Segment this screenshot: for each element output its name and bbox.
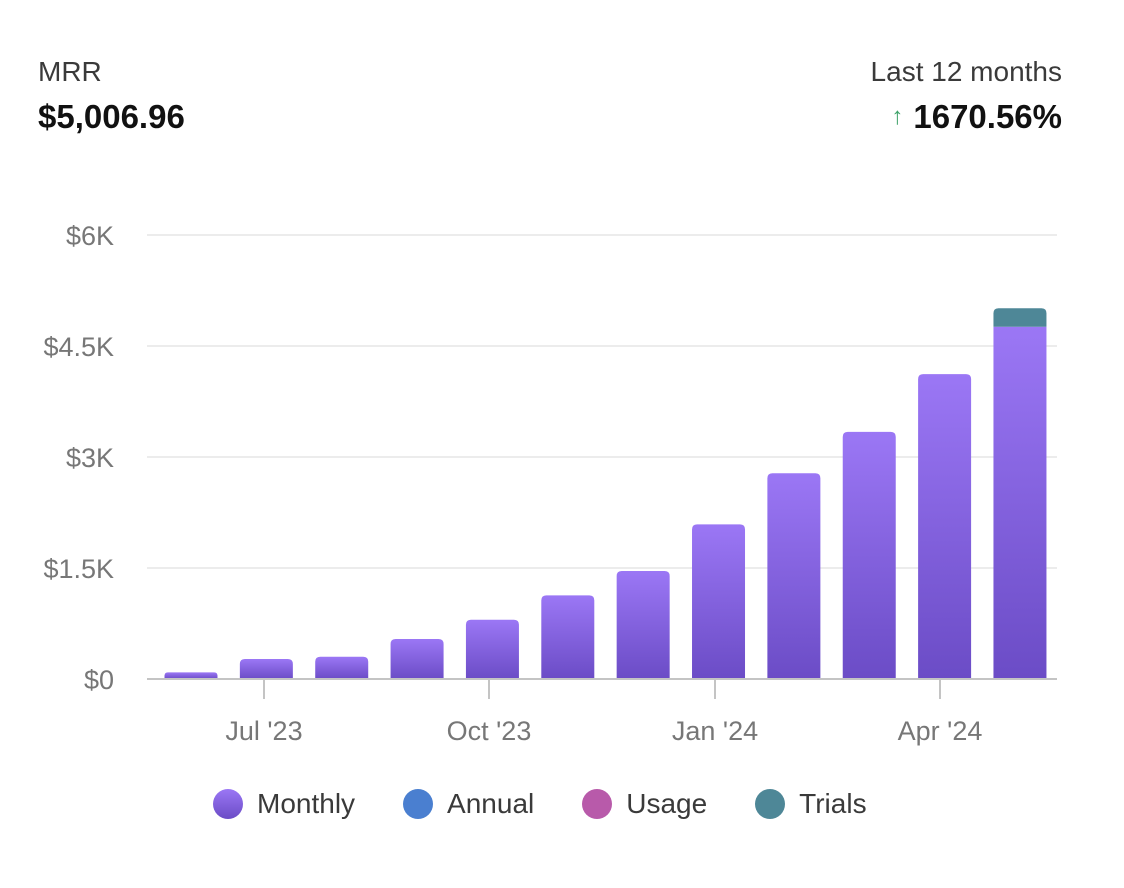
y-tick-label: $6K [66,221,114,251]
legend-dot-monthly [213,789,243,819]
bar-monthly-aug23[interactable] [315,656,369,679]
arrow-up-icon: ↑ [891,103,904,130]
change-indicator: ↑ 1670.56% [891,98,1062,136]
bar-monthly-apr24[interactable] [918,374,972,679]
legend-label-usage: Usage [626,788,708,819]
bar-monthly-jul23[interactable] [239,659,293,679]
bar-trials-may24[interactable] [993,308,1047,327]
legend-dot-annual [403,789,434,819]
grid-lines [147,234,1057,569]
x-axis: Jul '23 Oct '23 Jan '24 Apr '24 [147,678,1057,746]
y-tick-label: $0 [84,665,114,695]
bar-monthly-sep23[interactable] [390,639,444,679]
metric-label: MRR [38,56,102,87]
y-tick-label: $3K [66,443,114,473]
legend-item-monthly[interactable]: Monthly [213,788,355,820]
legend-label-annual: Annual [447,788,535,819]
x-tick-label: Oct '23 [447,716,532,746]
y-tick-label: $4.5K [43,332,114,362]
bar-monthly-may24[interactable] [993,326,1047,679]
y-axis-labels: $0 $1.5K $3K $4.5K $6K [43,221,114,695]
legend-dot-trials [755,789,786,819]
change-value: 1670.56% [913,98,1062,135]
metric-value: $5,006.96 [38,98,185,135]
bar-monthly-feb24[interactable] [767,473,821,679]
bar-monthly-jan24[interactable] [692,524,746,679]
legend-item-trials[interactable]: Trials [755,788,867,820]
bar-monthly-mar24[interactable] [842,431,896,679]
legend-dot-usage [582,789,613,819]
bar-monthly-oct23[interactable] [465,619,519,679]
legend-label-trials: Trials [799,788,867,819]
x-tick-label: Jul '23 [225,716,302,746]
period-label[interactable]: Last 12 months [870,56,1062,87]
legend-item-usage[interactable]: Usage [582,788,707,820]
legend: Monthly Annual Usage Trials [213,788,915,820]
bar-monthly-nov23[interactable] [541,595,595,679]
x-tick-label: Jan '24 [672,716,758,746]
bar-monthly-dec23[interactable] [616,570,670,679]
y-tick-label: $1.5K [43,554,114,584]
bar-monthly-jun23[interactable] [164,672,218,679]
legend-label-monthly: Monthly [257,788,356,819]
legend-item-annual[interactable]: Annual [403,788,534,820]
x-tick-label: Apr '24 [898,716,983,746]
bars [164,308,1047,679]
